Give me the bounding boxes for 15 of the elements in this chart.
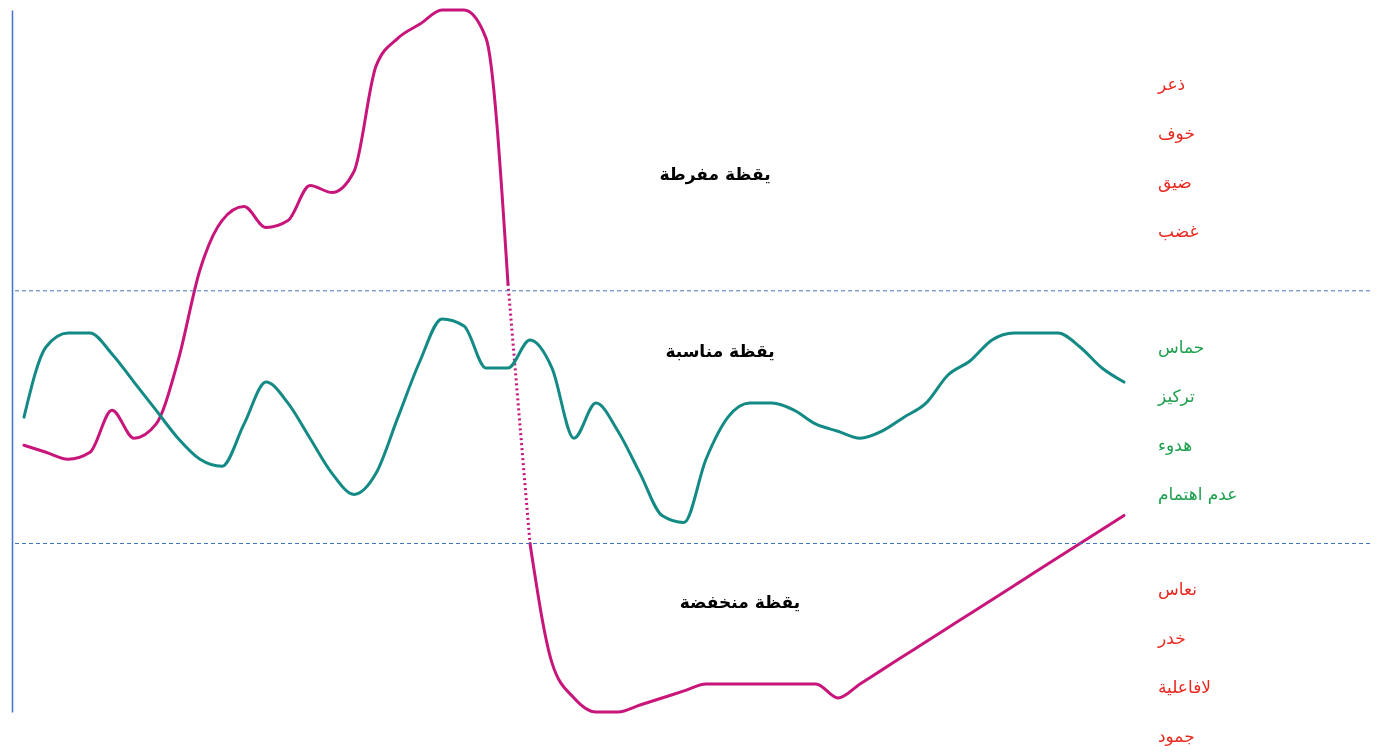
- annotation: يقظة مناسبة: [665, 341, 775, 361]
- text: خدر: [1157, 628, 1186, 648]
- text: تركيز: [1157, 386, 1195, 406]
- text: نعاس: [1158, 579, 1197, 599]
- text: خوف: [1158, 123, 1195, 143]
- text: لافاعلية: [1158, 677, 1212, 697]
- text: هدوء: [1158, 435, 1193, 455]
- text: جمود: [1158, 726, 1195, 746]
- text: ضيق: [1158, 172, 1192, 192]
- text: عدم اهتمام: [1158, 484, 1238, 504]
- annotation: يقظة مفرطة: [659, 164, 771, 185]
- text: غضب: [1158, 221, 1199, 241]
- text: حماس: [1158, 337, 1205, 357]
- annotation: يقظة منخفضة: [679, 592, 801, 612]
- text: ذعر: [1157, 74, 1186, 94]
